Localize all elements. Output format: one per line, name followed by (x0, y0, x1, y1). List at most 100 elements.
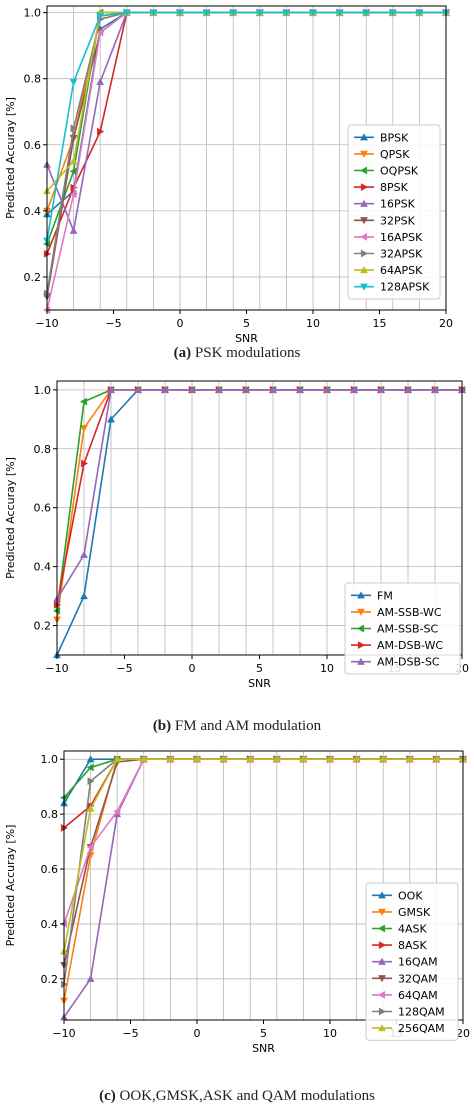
legend-item: 16APSK (354, 231, 423, 244)
y-tick-label: 0.8 (34, 443, 52, 456)
y-tick-label: 0.6 (41, 863, 59, 876)
legend-item: 256QAM (372, 1022, 445, 1035)
caption-c-label: (c) (99, 1088, 116, 1104)
legend-marker (360, 283, 368, 291)
data-point (86, 804, 95, 812)
data-point (255, 9, 264, 17)
legend-marker (359, 232, 368, 241)
x-tick-label: −10 (45, 662, 68, 675)
data-point (87, 777, 95, 786)
legend-marker (357, 641, 366, 650)
y-tick-label: 1.0 (24, 7, 42, 20)
data-point (350, 385, 358, 393)
legend-label: 8ASK (398, 939, 428, 952)
data-point (134, 385, 142, 393)
data-point (272, 755, 281, 763)
legend-item: 64QAM (372, 989, 438, 1002)
legend-marker (360, 183, 369, 192)
data-point (113, 807, 121, 816)
chart-panel-b: −10−5051015200.20.40.60.81.0SNRPredicted… (0, 373, 474, 713)
data-point (229, 9, 238, 17)
legend-item: 8ASK (372, 939, 428, 952)
data-point (122, 9, 131, 17)
legend-label: 32PSK (380, 214, 416, 227)
legend-marker (357, 608, 365, 616)
legend-item: OQPSK (354, 165, 419, 178)
legend-marker (357, 657, 365, 665)
caption-a: (a) PSK modulations (0, 345, 474, 362)
legend-marker (360, 249, 369, 258)
y-tick-label: 0.2 (34, 620, 52, 633)
caption-b-text: FM and AM modulation (174, 718, 322, 734)
data-point (69, 78, 78, 87)
legend-label: 256QAM (398, 1022, 445, 1035)
data-point (362, 9, 371, 17)
data-point (431, 385, 439, 393)
legend-item: 64APSK (354, 264, 423, 277)
legend-item: 128QAM (372, 1006, 445, 1019)
legend-label: AM-DSB-WC (377, 639, 443, 652)
legend-item: FM (351, 589, 393, 602)
legend-label: 16QAM (398, 956, 438, 969)
legend-label: GMSK (398, 906, 431, 919)
legend-item: 32PSK (354, 214, 416, 227)
data-point (415, 9, 424, 17)
legend-marker (377, 990, 386, 999)
chart-panel-a: −10 −5 0 5 10 15 20 0.2 0.4 0.6 0.8 1.0 SNR Predicted… (0, 0, 474, 345)
data-point (282, 9, 291, 17)
data-point (139, 755, 148, 763)
caption-c-text: OOK,GMSK,ASK and QAM modulations (119, 1088, 375, 1104)
legend-label: 64QAM (398, 989, 438, 1002)
data-point (377, 385, 385, 393)
caption-a-text: PSK modulations (194, 345, 301, 361)
legend-marker (359, 166, 368, 175)
legend-marker (378, 957, 386, 965)
legend-marker (360, 266, 368, 274)
x-tick-label: −10 (35, 317, 58, 330)
y-tick-label: 0.8 (41, 808, 59, 821)
data-point (335, 9, 344, 17)
x-tick-label: 20 (456, 1027, 470, 1040)
series-AM-DSB-SC (53, 385, 466, 603)
caption-b: (b) FM and AM modulation (0, 718, 474, 735)
data-point (96, 28, 104, 37)
series-256QAM (60, 755, 467, 955)
y-tick-label: 0.4 (34, 561, 52, 574)
legend-item: 4ASK (372, 923, 428, 936)
legend-label: AM-DSB-SC (377, 656, 440, 669)
legend-box (344, 582, 461, 675)
legend-marker (378, 975, 386, 983)
legend-label: 16APSK (380, 231, 423, 244)
data-point (97, 127, 105, 136)
data-point (219, 755, 228, 763)
caption-a-label: (a) (173, 345, 192, 361)
data-point (246, 755, 255, 763)
x-tick-label: 5 (243, 317, 250, 330)
data-point (70, 124, 78, 133)
legend-label: 8PSK (380, 181, 409, 194)
x-tick-label: 10 (320, 662, 334, 675)
x-tick-label: −5 (105, 317, 121, 330)
chart-panel-c: −10−5051015200.20.40.60.81.0SNRPredicted… (0, 743, 474, 1088)
legend: FM AM-SSB-WC AM-SSB-SC AM-DSB-WC AM-DSB-SC (344, 582, 461, 675)
legend-marker (356, 624, 365, 633)
legend-marker (360, 199, 368, 207)
data-point (309, 9, 317, 17)
chart-a: −10 −5 0 5 10 15 20 0.2 0.4 0.6 0.8 1.0 SNR Predicted… (4, 5, 453, 345)
data-point (96, 77, 105, 86)
x-tick-label: −10 (52, 1027, 75, 1040)
legend-item: AM-SSB-WC (351, 606, 442, 619)
legend: OOK GMSK 4ASK 8ASK 16QAM 32QAM 64QAM 128QAM 256Q… (365, 882, 459, 1041)
x-axis-label: SNR (248, 677, 271, 690)
data-point (69, 190, 77, 199)
x-tick-label: 5 (260, 1027, 267, 1040)
data-point (296, 385, 304, 393)
x-axis-label: SNR (235, 332, 258, 345)
x-tick-label: 0 (189, 662, 196, 675)
y-axis-label: Predicted Accuray [%] (4, 457, 17, 579)
legend-item: AM-SSB-SC (351, 623, 438, 636)
data-point (69, 157, 78, 165)
data-point (96, 12, 105, 20)
series-line (63, 758, 463, 952)
y-tick-label: 0.2 (41, 973, 59, 986)
